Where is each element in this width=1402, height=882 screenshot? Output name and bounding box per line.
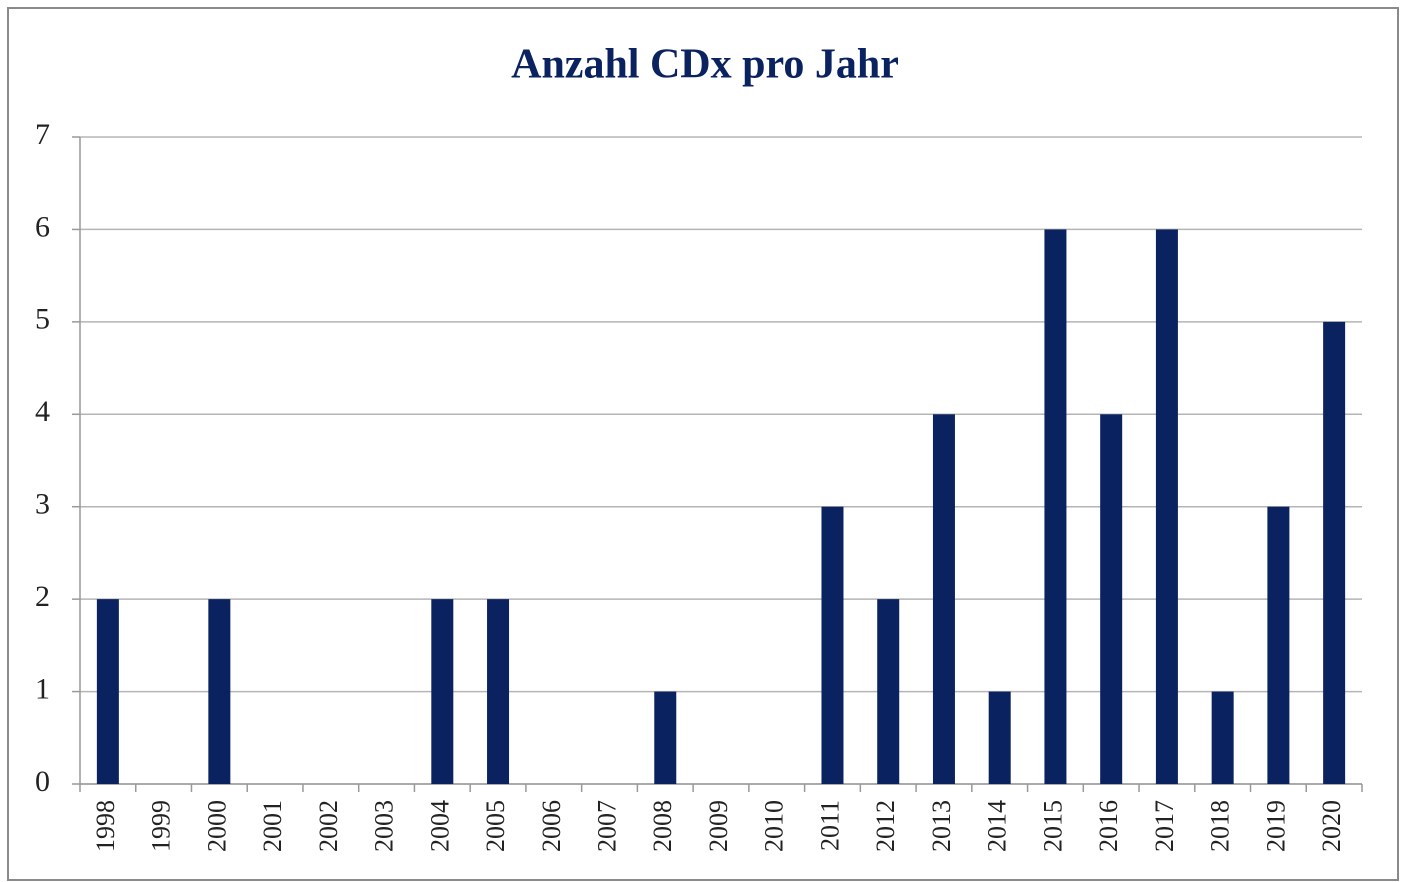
y-tick-label: 2 (35, 580, 50, 613)
x-tick-label: 2008 (648, 800, 677, 852)
x-tick-label: 2012 (871, 800, 900, 852)
y-tick-label: 4 (35, 395, 50, 428)
y-tick-label: 0 (35, 765, 50, 798)
x-tick-label: 2019 (1261, 800, 1290, 852)
chart-title: Anzahl CDx pro Jahr (511, 42, 899, 88)
bar (988, 691, 1011, 784)
bar (1267, 506, 1290, 784)
y-tick-label: 5 (35, 303, 50, 336)
bar (1211, 691, 1234, 784)
x-tick-label: 2017 (1150, 800, 1179, 852)
bar (877, 599, 900, 784)
x-tick-label: 2014 (983, 800, 1012, 852)
x-tick-label: 2010 (760, 800, 789, 852)
bar (654, 691, 677, 784)
x-tick-label: 2001 (258, 800, 287, 852)
x-tick-label: 2020 (1317, 800, 1346, 852)
y-tick-label: 6 (35, 210, 50, 243)
bar (96, 599, 119, 784)
bar (1323, 321, 1346, 784)
bar (208, 599, 231, 784)
x-tick-label: 2004 (425, 800, 454, 852)
x-tick-label: 2015 (1038, 800, 1067, 852)
bar (932, 414, 955, 784)
bar (487, 599, 510, 784)
x-tick-label: 2011 (815, 800, 844, 851)
bar (1155, 229, 1178, 784)
bar (1044, 229, 1067, 784)
x-tick-label: 1999 (147, 800, 176, 852)
x-tick-label: 2009 (704, 800, 733, 852)
x-tick-label: 2005 (481, 800, 510, 852)
y-tick-label: 3 (35, 488, 50, 521)
y-tick-label: 7 (35, 118, 50, 151)
x-tick-label: 2018 (1206, 800, 1235, 852)
bar (431, 599, 454, 784)
x-tick-label: 2003 (370, 800, 399, 852)
x-tick-label: 2013 (927, 800, 956, 852)
x-tick-label: 2016 (1094, 800, 1123, 852)
y-tick-label: 1 (35, 672, 50, 705)
x-tick-label: 2006 (537, 800, 566, 852)
bar (1100, 414, 1123, 784)
x-tick-label: 2000 (202, 800, 231, 852)
x-tick-label: 2002 (314, 800, 343, 852)
x-tick-label: 2007 (592, 800, 621, 852)
x-tick-label: 1998 (91, 800, 120, 852)
bar (821, 506, 844, 784)
